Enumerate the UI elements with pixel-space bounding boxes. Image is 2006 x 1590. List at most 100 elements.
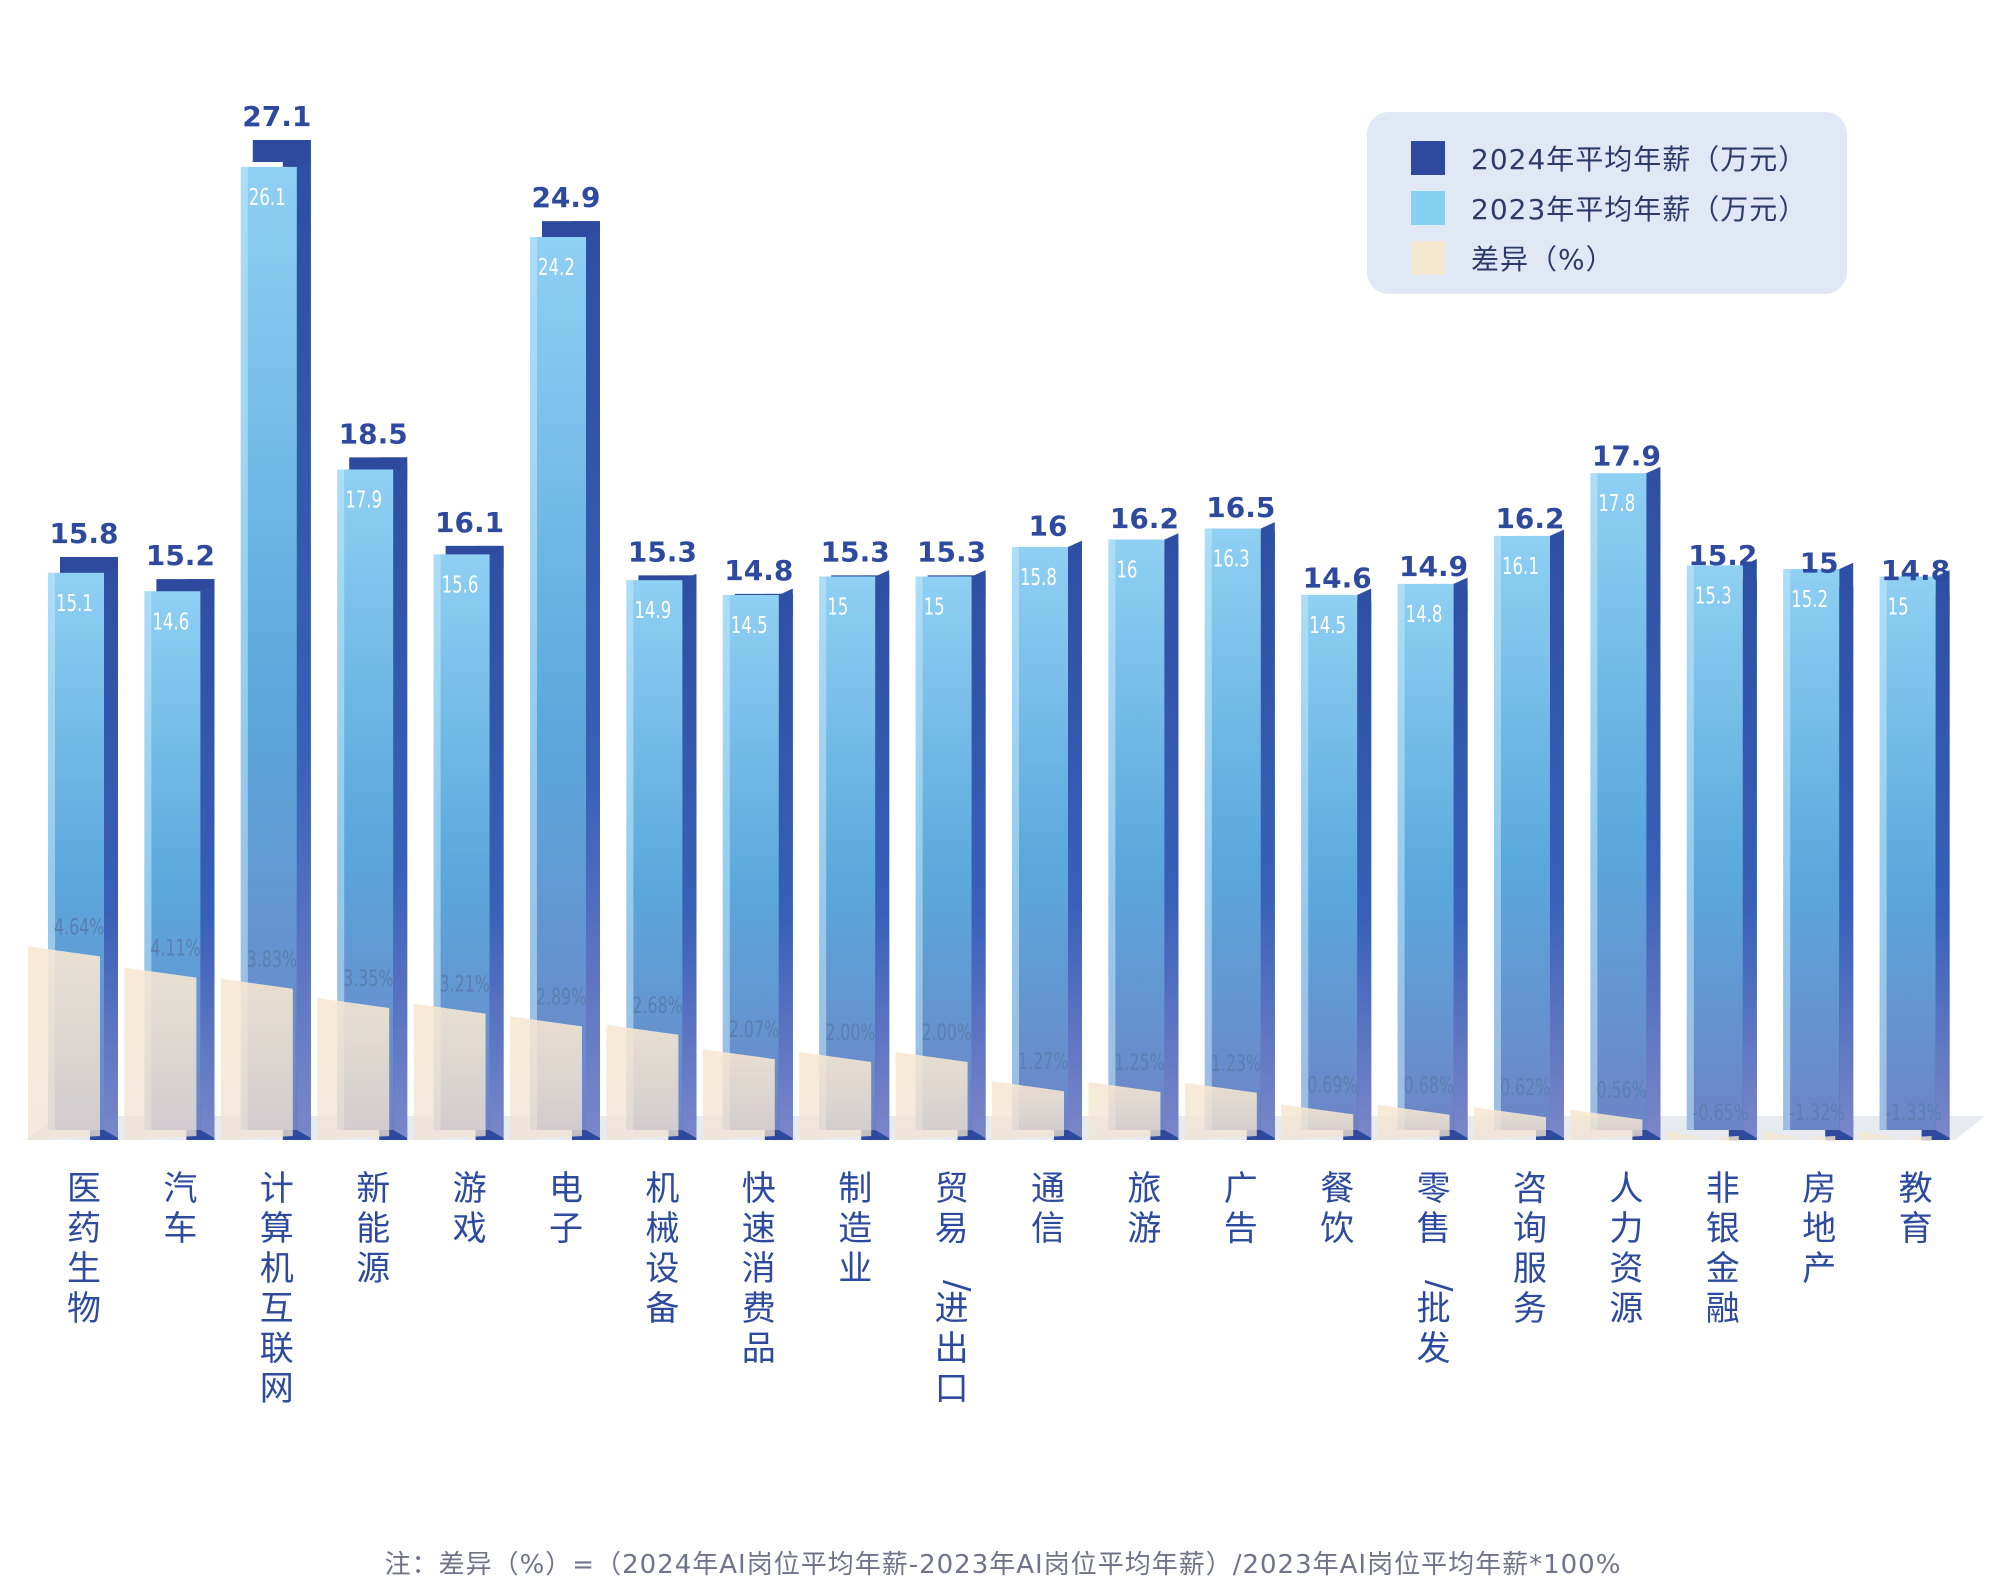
diff-block — [799, 1052, 872, 1140]
bar-2023-side — [1742, 559, 1757, 1138]
value-label-2023: 15.8 — [1020, 563, 1057, 591]
diff-block — [510, 1016, 582, 1140]
diff-block — [220, 978, 293, 1140]
diff-block — [1088, 1082, 1161, 1140]
bar-2023-side — [1164, 533, 1179, 1138]
bars-layer — [28, 140, 1950, 1142]
value-label-2024: 15.3 — [917, 535, 986, 568]
diff-block — [1763, 1132, 1836, 1142]
category-label: 贸易/进出口 — [935, 1169, 977, 1409]
diff-block — [28, 946, 100, 1140]
bar-2023-side — [875, 570, 890, 1138]
bar-2023-highlight — [1686, 565, 1694, 1130]
value-label-diff: 0.69% — [1307, 1072, 1357, 1098]
footnote: 注：差异（%）=（2024年AI岗位平均年薪-2023年AI岗位平均年薪）/20… — [384, 1550, 1622, 1580]
bar-2023-highlight — [240, 166, 248, 1130]
value-label-diff: 1.27% — [1018, 1049, 1068, 1075]
bar-2024-cap — [252, 140, 311, 162]
bar-2023 — [722, 594, 779, 1130]
value-label-2023: 14.5 — [731, 611, 768, 639]
diff-block — [1666, 1132, 1739, 1142]
legend-item-2023: 2023年平均年薪（万元） — [1411, 188, 1807, 228]
legend-item-diff: 差异（%） — [1411, 238, 1615, 278]
value-label-diff: 2.68% — [632, 992, 682, 1018]
bar-2023-side — [1550, 529, 1564, 1138]
bar-2023 — [1204, 528, 1261, 1130]
bar-2023-highlight — [1204, 528, 1212, 1130]
value-label-2024: 15.2 — [146, 539, 215, 572]
value-label-2023: 15.3 — [1695, 582, 1732, 610]
category-label: 人力资源 — [1609, 1169, 1643, 1329]
bar-2023-side — [1646, 466, 1661, 1138]
diff-block — [1859, 1132, 1932, 1142]
value-label-2023: 14.8 — [1406, 600, 1443, 628]
value-label-2024: 18.5 — [339, 417, 408, 450]
legend-label-2023: 2023年平均年薪（万元） — [1471, 193, 1808, 226]
bar-2023-highlight — [1494, 535, 1501, 1130]
category-label: 快速消费品 — [742, 1169, 776, 1369]
bar-2023-highlight — [433, 554, 441, 1130]
labels-layer: 15.8 15.1 4.64% 医药生物 15.2 14.6 4.11% 汽车 27.1 26.1… — [49, 100, 1950, 1409]
value-label-2023: 17.8 — [1598, 489, 1635, 517]
bar-2023 — [1783, 569, 1840, 1130]
bar-2023-highlight — [1879, 576, 1887, 1130]
bar-2023-highlight — [1590, 473, 1598, 1130]
value-label-2024: 14.8 — [1881, 554, 1950, 587]
value-label-diff: -1.33% — [1886, 1099, 1942, 1125]
legend: 2024年平均年薪（万元） 2023年平均年薪（万元） 差异（%） — [1367, 112, 1847, 294]
bar-2023-side — [586, 230, 600, 1138]
category-label: 咨询服务 — [1513, 1169, 1547, 1329]
legend-label-diff: 差异（%） — [1471, 243, 1615, 276]
diff-block — [1184, 1082, 1257, 1140]
bar-2023 — [819, 576, 876, 1130]
bar-2023-side — [1453, 577, 1468, 1138]
value-label-2024: 14.9 — [1399, 550, 1468, 583]
value-label-2023: 16.1 — [1502, 552, 1539, 580]
bar-2023-highlight — [1397, 583, 1405, 1130]
category-label: 制造业 — [838, 1169, 872, 1289]
bar-2023-highlight — [1783, 569, 1791, 1130]
value-label-2024: 17.9 — [1592, 439, 1661, 472]
bar-2023-highlight — [144, 591, 152, 1130]
value-label-diff: -0.65% — [1693, 1099, 1749, 1125]
value-label-2023: 15.6 — [442, 571, 479, 599]
bar-2023-highlight — [1108, 539, 1116, 1130]
bar-2023-side — [1357, 588, 1372, 1138]
bar-2023-highlight — [722, 594, 730, 1130]
value-label-2024: 16.5 — [1206, 491, 1275, 524]
category-label: 旅游 — [1127, 1169, 1161, 1249]
bar-2023-side — [1260, 522, 1275, 1138]
bar-2023-highlight — [48, 572, 55, 1130]
bar-2023-highlight — [530, 237, 537, 1131]
bar-2023 — [1590, 473, 1647, 1130]
bar-2023-highlight — [626, 580, 634, 1130]
value-label-2023: 26.1 — [249, 183, 286, 211]
value-label-2024: 24.9 — [531, 181, 600, 214]
diff-block — [606, 1024, 679, 1140]
value-label-2023: 15.2 — [1791, 585, 1828, 613]
value-label-2024: 16.2 — [1495, 502, 1564, 535]
legend-label-2024: 2024年平均年薪（万元） — [1471, 143, 1808, 176]
value-label-2023: 17.9 — [345, 486, 382, 514]
value-label-diff: 0.62% — [1500, 1075, 1550, 1101]
bar-2023-highlight — [819, 576, 827, 1130]
category-label: 电子 — [549, 1169, 583, 1249]
bar-2023-highlight — [1301, 594, 1309, 1130]
value-label-diff: 2.07% — [729, 1017, 779, 1043]
value-label-2023: 15 — [827, 593, 848, 621]
legend-item-2024: 2024年平均年薪（万元） — [1411, 138, 1807, 178]
value-label-diff: 4.64% — [54, 914, 104, 940]
category-label: 医药生物 — [67, 1169, 101, 1329]
category-label: 机械设备 — [645, 1169, 679, 1329]
category-label: 通信 — [1031, 1169, 1065, 1249]
value-label-diff: -1.32% — [1789, 1099, 1845, 1125]
bar-2023 — [530, 237, 586, 1131]
value-label-2023: 16 — [1116, 556, 1137, 584]
bar-2023-side — [393, 463, 408, 1139]
bar-2023 — [1108, 539, 1165, 1130]
diff-block — [1474, 1107, 1546, 1140]
value-label-2023: 16.3 — [1213, 545, 1250, 573]
value-label-diff: 2.00% — [825, 1019, 875, 1045]
bar-2023 — [1012, 546, 1068, 1130]
